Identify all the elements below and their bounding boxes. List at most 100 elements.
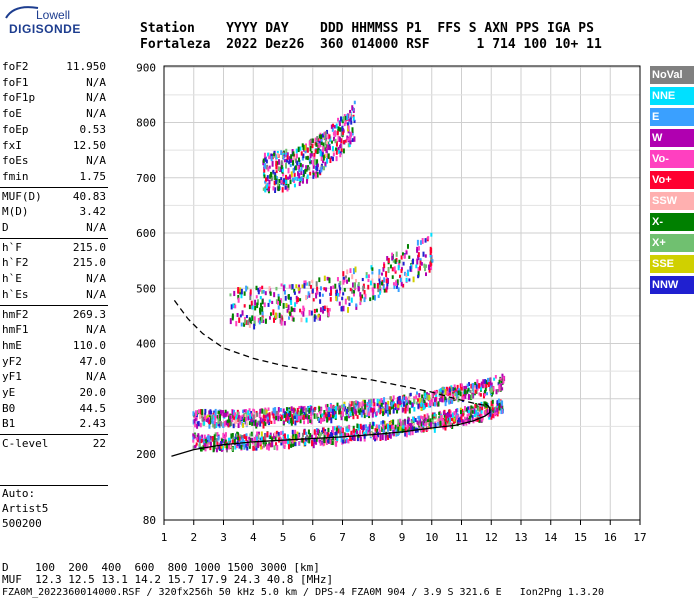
- echo-mark: [402, 261, 405, 266]
- echo-mark: [265, 442, 268, 447]
- param-name: foF1: [2, 75, 29, 89]
- echo-mark: [318, 277, 321, 283]
- echo-mark: [409, 266, 412, 272]
- echo-mark: [268, 299, 271, 303]
- echo-mark: [342, 305, 345, 312]
- echo-mark: [328, 277, 331, 284]
- echo-mark: [270, 177, 273, 182]
- echo-mark: [224, 441, 227, 446]
- echo-mark: [313, 437, 316, 442]
- echo-mark: [393, 427, 396, 432]
- echo-mark: [431, 398, 434, 404]
- x-tick-label: 9: [399, 531, 406, 544]
- echo-mark: [336, 436, 339, 442]
- echo-mark: [302, 415, 305, 421]
- echo-mark: [392, 419, 395, 425]
- echo-mark: [358, 409, 361, 415]
- echo-mark: [357, 282, 360, 287]
- echo-mark: [365, 272, 368, 279]
- echo-mark: [264, 163, 267, 169]
- echo-mark: [322, 310, 325, 314]
- echo-mark: [426, 413, 429, 420]
- echo-mark: [328, 411, 331, 418]
- echo-mark: [268, 316, 271, 320]
- echo-mark: [444, 396, 447, 403]
- echo-mark: [467, 382, 470, 387]
- echo-mark: [259, 309, 262, 315]
- echo-mark: [364, 404, 367, 410]
- auto-code: 500200: [2, 517, 42, 530]
- echo-mark: [282, 408, 285, 413]
- echo-mark: [353, 119, 356, 124]
- echo-mark: [280, 165, 283, 170]
- echo-mark: [304, 148, 307, 154]
- echo-mark: [272, 407, 275, 413]
- echo-mark: [260, 316, 263, 323]
- echo-mark: [204, 446, 207, 452]
- echo-mark: [495, 389, 498, 395]
- echo-mark: [280, 415, 283, 420]
- echo-mark: [305, 282, 308, 286]
- separator: [0, 304, 108, 306]
- echo-mark: [388, 425, 391, 431]
- echo-mark: [258, 320, 261, 325]
- echo-mark: [294, 165, 297, 171]
- echo-mark: [223, 420, 226, 427]
- echo-mark: [487, 377, 490, 383]
- echo-mark: [204, 414, 207, 419]
- echo-mark: [270, 171, 273, 178]
- echo-mark: [353, 404, 356, 411]
- param-value: 3.42: [79, 205, 107, 219]
- echo-mark: [283, 445, 286, 449]
- echo-mark: [212, 422, 215, 428]
- echo-mark: [314, 414, 317, 419]
- echo-mark: [347, 439, 350, 444]
- echo-mark: [337, 406, 340, 411]
- param-value: 20.0: [79, 386, 107, 399]
- echo-mark: [314, 315, 317, 320]
- echo-mark: [268, 155, 271, 160]
- echo-mark: [253, 446, 256, 451]
- echo-mark: [383, 263, 386, 269]
- echo-mark: [293, 288, 296, 293]
- echo-mark: [333, 406, 336, 412]
- echo-mark: [327, 153, 330, 159]
- param-row: yF1 N/A: [2, 370, 106, 383]
- echo-mark: [377, 409, 380, 413]
- echo-mark: [408, 278, 411, 282]
- echo-mark: [289, 410, 292, 417]
- echo-mark: [334, 414, 337, 419]
- echo-mark: [231, 439, 234, 445]
- echo-mark: [262, 418, 265, 422]
- echo-mark: [298, 159, 301, 165]
- echo-mark: [217, 415, 220, 420]
- echo-mark: [290, 440, 293, 444]
- echo-mark: [400, 255, 403, 260]
- echo-mark: [389, 396, 392, 400]
- echo-mark: [315, 281, 318, 287]
- echo-mark: [322, 427, 325, 434]
- echo-mark: [379, 404, 382, 409]
- echo-mark: [329, 286, 332, 291]
- echo-mark: [348, 405, 351, 412]
- echo-mark: [335, 289, 338, 295]
- echo-mark: [330, 439, 333, 445]
- echo-mark: [498, 386, 501, 392]
- param-name: foE: [2, 107, 22, 121]
- echo-mark: [329, 136, 332, 142]
- echo-mark: [281, 430, 284, 435]
- echo-mark: [387, 428, 390, 432]
- echo-mark: [382, 426, 385, 432]
- echo-mark: [393, 266, 396, 272]
- echo-mark: [316, 286, 319, 293]
- echo-mark: [305, 411, 308, 416]
- echo-mark: [325, 305, 328, 310]
- echo-mark: [233, 438, 236, 445]
- echo-mark: [440, 415, 443, 421]
- echo-mark: [403, 421, 406, 426]
- echo-mark: [342, 292, 345, 296]
- echo-mark: [281, 167, 284, 173]
- echo-mark: [387, 434, 390, 440]
- echo-mark: [387, 266, 390, 273]
- echo-mark: [405, 251, 408, 255]
